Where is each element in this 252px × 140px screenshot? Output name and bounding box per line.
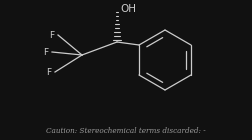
Text: F: F — [49, 31, 54, 39]
Text: Caution: Stereochemical terms discarded: -: Caution: Stereochemical terms discarded:… — [46, 127, 206, 135]
Text: F: F — [43, 47, 48, 57]
Text: OH: OH — [120, 4, 136, 14]
Text: F: F — [46, 67, 51, 76]
